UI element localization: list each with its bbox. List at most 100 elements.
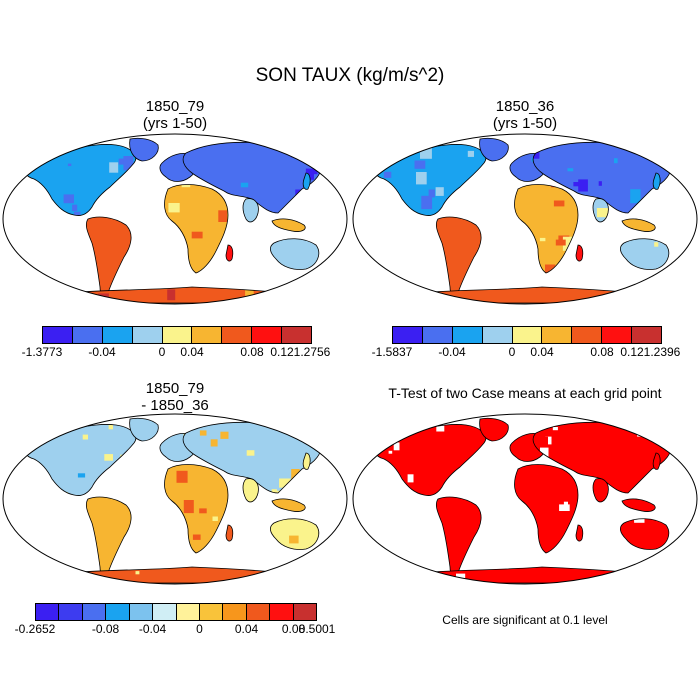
grid-cell <box>690 284 698 295</box>
grid-cell <box>491 564 495 567</box>
grid-cell <box>140 534 144 539</box>
colorbar-swatch <box>282 327 312 343</box>
grid-cell <box>345 268 348 275</box>
grid-cell <box>402 137 408 140</box>
colorbar-swatch <box>222 327 253 343</box>
grid-cell <box>242 238 249 244</box>
coastline-europe <box>159 153 198 182</box>
grid-cell <box>654 489 659 493</box>
grid-cell <box>359 172 370 181</box>
grid-cell <box>69 292 73 296</box>
landmass-newZealand <box>326 271 333 285</box>
grid-cell <box>191 231 203 239</box>
grid-cell <box>493 182 502 194</box>
coastline-seAsiaIslands <box>621 218 656 232</box>
coastline-india <box>592 198 609 223</box>
grid-cell <box>665 462 674 474</box>
grid-cell <box>223 243 228 248</box>
grid-cell <box>471 419 474 421</box>
landmass-northAmerica <box>22 144 136 216</box>
grid-cell <box>332 512 336 515</box>
grid-cell <box>634 421 645 428</box>
grid-cell <box>29 157 39 165</box>
landmass-seAsiaIslands <box>272 498 306 512</box>
grid-cell <box>13 198 17 203</box>
grid-cell <box>16 194 22 199</box>
grid-cell <box>673 477 684 484</box>
grid-cell <box>77 520 88 531</box>
grid-cell <box>678 300 684 305</box>
grid-cell <box>355 258 363 268</box>
grid-cell <box>383 171 392 178</box>
grid-cell <box>577 300 585 305</box>
grid-cell <box>71 513 75 518</box>
grid-cell <box>553 200 565 207</box>
grid-cell <box>379 150 390 163</box>
grid-cell <box>514 243 521 247</box>
grid-cell <box>578 218 587 227</box>
grid-cell <box>591 539 598 545</box>
figure-title: SON TAUX (kg/m/s^2) <box>255 65 445 86</box>
grid-cell <box>167 289 176 301</box>
grid-cell <box>582 476 590 481</box>
grid-cell <box>240 517 251 527</box>
grid-cell <box>363 430 371 442</box>
grid-cell <box>487 551 490 555</box>
grid-cell <box>24 555 36 567</box>
grid-cell <box>216 269 223 273</box>
grid-cell <box>121 555 133 566</box>
colorbar-swatch <box>393 327 423 343</box>
grid-cell <box>614 583 619 585</box>
grid-cell <box>289 535 299 544</box>
grid-cell <box>482 561 486 565</box>
grid-cell <box>123 554 131 560</box>
grid-cell <box>199 430 207 436</box>
grid-cell <box>451 134 456 138</box>
grid-cell <box>421 195 433 210</box>
grid-cell <box>694 168 699 172</box>
grid-cell <box>513 414 525 429</box>
grid-cell <box>153 521 158 528</box>
colorbar-tick-label: -0.04 <box>438 345 466 359</box>
grid-cell <box>537 517 543 524</box>
grid-cell <box>626 570 631 574</box>
grid-cell <box>168 203 180 213</box>
grid-cell <box>373 440 384 452</box>
grid-cell <box>387 198 399 212</box>
grid-cell <box>25 543 35 550</box>
grid-cell <box>36 198 47 213</box>
grid-cell <box>357 265 366 272</box>
grid-cell <box>498 177 506 181</box>
grid-cell <box>385 568 391 577</box>
grid-cell <box>539 457 545 464</box>
grid-cell <box>83 253 89 256</box>
grid-cell <box>348 484 349 488</box>
map-border <box>2 413 348 585</box>
grid-cell <box>692 161 698 170</box>
grid-cell <box>372 465 380 474</box>
grid-cell <box>47 231 53 235</box>
grid-cell <box>502 475 509 484</box>
grid-cell <box>361 452 370 460</box>
grid-cell <box>405 521 416 530</box>
grid-cell <box>683 229 688 232</box>
coastline-madagascar <box>575 524 584 542</box>
grid-cell <box>35 437 39 443</box>
grid-cell <box>137 449 141 453</box>
grid-cell <box>387 190 396 196</box>
grid-cell <box>123 260 132 267</box>
grid-cell <box>414 546 425 560</box>
grid-cell <box>625 553 630 560</box>
grid-cell <box>681 214 690 227</box>
grid-cell <box>271 489 277 493</box>
grid-cell <box>302 486 306 490</box>
grid-cell <box>358 535 369 543</box>
grid-cell <box>71 507 81 518</box>
grid-cell <box>486 567 491 568</box>
grid-cell <box>665 497 677 513</box>
grid-cell <box>303 278 310 283</box>
grid-cell <box>499 513 507 520</box>
grid-cell <box>336 236 340 242</box>
grid-cell <box>235 134 238 139</box>
grid-cell <box>32 541 36 543</box>
